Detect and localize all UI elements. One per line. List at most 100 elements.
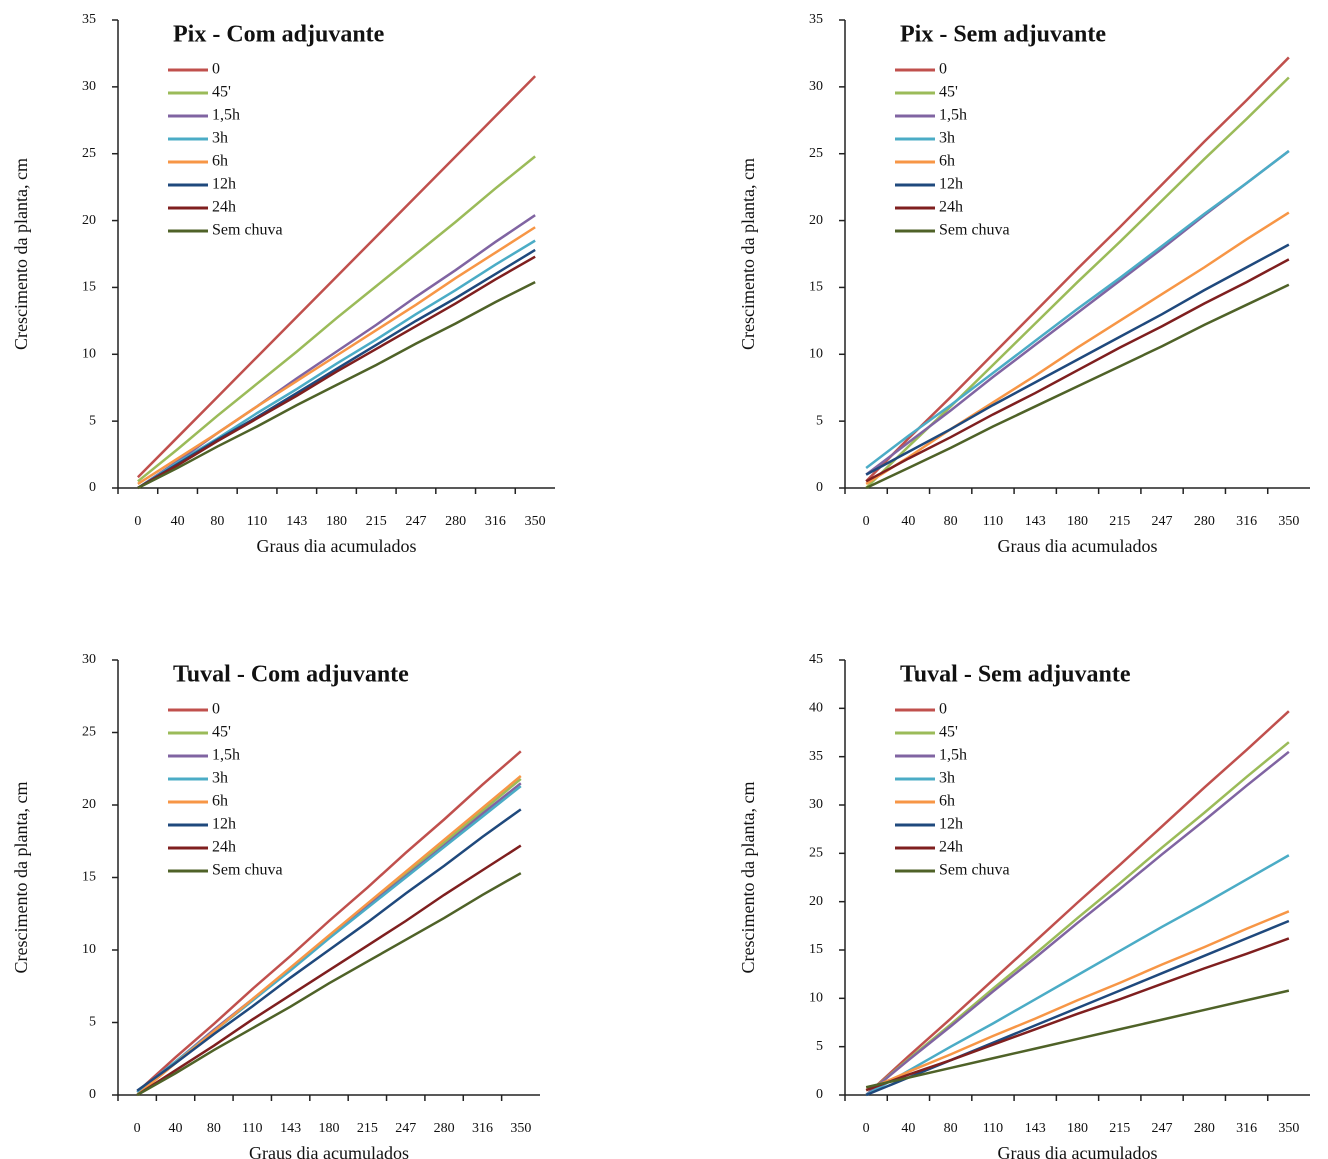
y-tick-label: 35: [809, 749, 823, 764]
y-tick-label: 30: [809, 797, 823, 812]
x-tick-label: 0: [863, 1121, 870, 1136]
x-tick-label: 0: [134, 1121, 141, 1136]
series-line: [865, 56, 1290, 483]
legend-label: 12h: [939, 816, 963, 833]
legend-label: 45': [212, 84, 231, 101]
y-tick-label: 0: [816, 480, 823, 495]
y-tick-label: 30: [82, 652, 96, 667]
x-tick-label: 280: [1194, 514, 1215, 529]
y-tick-label: 25: [82, 146, 96, 161]
y-tick-label: 10: [809, 347, 823, 362]
legend-label: 24h: [939, 199, 963, 216]
x-tick-label: 143: [1025, 514, 1046, 529]
legend-label: 0: [939, 701, 947, 718]
legend-label: 45': [212, 724, 231, 741]
series-line: [865, 910, 1290, 1092]
series-line: [136, 750, 522, 1094]
y-tick-label: 15: [809, 942, 823, 957]
legend-label: Sem chuva: [212, 222, 283, 239]
series-line: [136, 872, 522, 1097]
x-tick-label: 247: [1152, 1121, 1173, 1136]
y-tick-label: 5: [816, 1039, 823, 1054]
legend-label: 24h: [939, 839, 963, 856]
series-line: [865, 741, 1290, 1096]
legend-label: 0: [939, 61, 947, 78]
chart-title: Tuval - Sem adjuvante: [900, 662, 1131, 688]
y-tick-label: 35: [82, 12, 96, 27]
x-tick-label: 110: [247, 514, 267, 529]
series-line: [865, 243, 1290, 476]
x-tick-label: 80: [210, 514, 224, 529]
y-tick-label: 45: [809, 652, 823, 667]
legend-label: 0: [212, 701, 220, 718]
x-tick-label: 40: [901, 1121, 915, 1136]
y-tick-label: 20: [809, 213, 823, 228]
x-tick-label: 215: [1109, 1121, 1130, 1136]
x-tick-label: 180: [319, 1121, 340, 1136]
legend-label: 3h: [939, 130, 955, 147]
x-axis-label: Graus dia acumulados: [998, 1143, 1158, 1159]
x-axis-label: Graus dia acumulados: [249, 1143, 409, 1159]
x-tick-label: 247: [395, 1121, 416, 1136]
series-line: [137, 226, 536, 486]
legend-label: 3h: [939, 770, 955, 787]
y-tick-label: 40: [809, 701, 823, 716]
legend-label: 6h: [939, 793, 955, 810]
x-tick-label: 316: [1236, 514, 1257, 529]
x-tick-label: 110: [983, 1121, 1003, 1136]
y-tick-label: 10: [82, 347, 96, 362]
y-tick-label: 5: [89, 413, 96, 428]
x-tick-label: 280: [434, 1121, 455, 1136]
y-tick-label: 25: [809, 146, 823, 161]
x-tick-label: 316: [1236, 1121, 1257, 1136]
x-tick-label: 180: [326, 514, 347, 529]
x-tick-label: 143: [280, 1121, 301, 1136]
chart-title: Tuval - Com adjuvante: [173, 662, 409, 688]
x-tick-label: 280: [1194, 1121, 1215, 1136]
x-tick-label: 143: [1025, 1121, 1046, 1136]
legend-label: 12h: [939, 176, 963, 193]
y-tick-label: 20: [82, 213, 96, 228]
y-tick-label: 35: [809, 12, 823, 27]
series-line: [865, 937, 1290, 1092]
x-tick-label: 215: [357, 1121, 378, 1136]
legend-label: Sem chuva: [212, 862, 283, 879]
x-tick-label: 40: [169, 1121, 183, 1136]
x-tick-label: 215: [1109, 514, 1130, 529]
x-tick-label: 350: [1278, 1121, 1299, 1136]
y-tick-label: 0: [89, 1087, 96, 1102]
series-line: [865, 211, 1290, 486]
series-line: [137, 255, 536, 490]
x-tick-label: 110: [983, 514, 1003, 529]
x-tick-label: 247: [405, 514, 426, 529]
legend-label: Sem chuva: [939, 222, 1010, 239]
series-line: [136, 75, 537, 479]
legend-label: Sem chuva: [939, 862, 1010, 879]
legend-label: 24h: [212, 839, 236, 856]
x-tick-label: 80: [944, 514, 958, 529]
x-tick-label: 110: [242, 1121, 262, 1136]
y-axis-label: Crescimento da planta, cm: [738, 782, 758, 974]
y-tick-label: 10: [82, 942, 96, 957]
legend-label: 1,5h: [939, 107, 967, 124]
series-line: [136, 808, 522, 1092]
series-line: [137, 280, 536, 490]
x-tick-label: 80: [207, 1121, 221, 1136]
y-tick-label: 20: [809, 894, 823, 909]
legend-label: 1,5h: [212, 107, 240, 124]
x-tick-label: 143: [286, 514, 307, 529]
y-tick-label: 5: [89, 1015, 96, 1030]
x-tick-label: 215: [366, 514, 387, 529]
y-tick-label: 15: [82, 280, 96, 295]
y-tick-label: 5: [816, 413, 823, 428]
chart-title: Pix - Sem adjuvante: [900, 22, 1106, 48]
series-line: [137, 155, 536, 483]
x-tick-label: 316: [472, 1121, 493, 1136]
x-tick-label: 280: [445, 514, 466, 529]
x-tick-label: 350: [1278, 514, 1299, 529]
y-tick-label: 20: [82, 797, 96, 812]
legend-label: 12h: [212, 816, 236, 833]
x-tick-label: 350: [525, 514, 546, 529]
x-tick-label: 316: [485, 514, 506, 529]
